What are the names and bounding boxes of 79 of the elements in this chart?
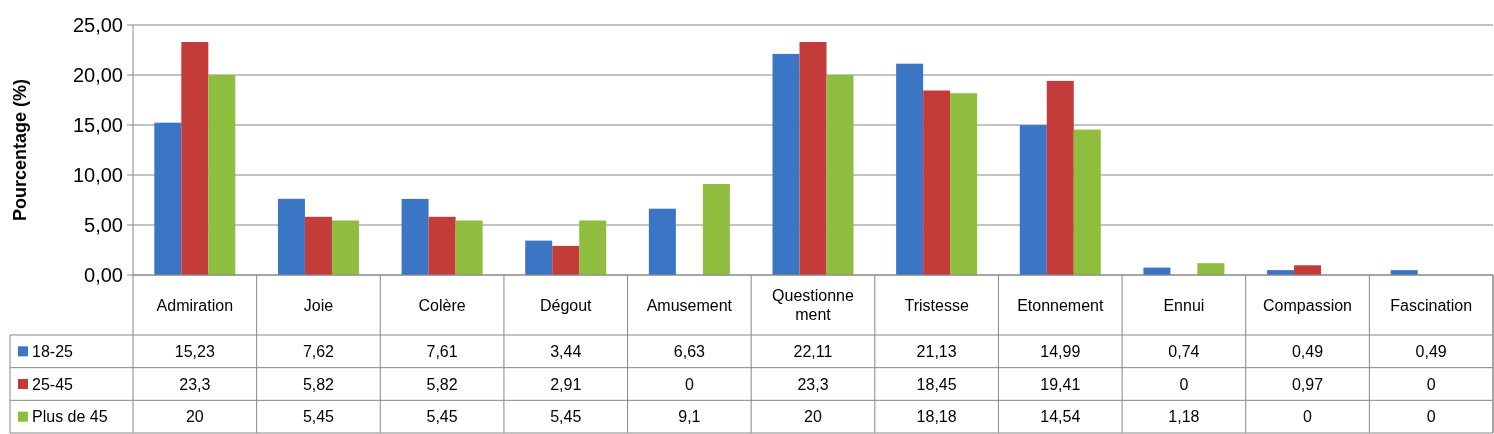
x-tick-label: Etonnement	[1017, 296, 1104, 314]
data-label: 7,62	[302, 342, 335, 360]
x-tick-label: Amusement	[646, 296, 733, 314]
x-tick-label: Dégout	[539, 296, 593, 314]
x-tick-label: Ennui	[1163, 296, 1205, 314]
bar	[950, 93, 978, 275]
y-tick-label: 25,00	[72, 14, 123, 36]
data-label: 3,44	[550, 342, 582, 360]
x-tick-label: Questionnement	[772, 287, 855, 324]
data-label: 20	[804, 408, 822, 426]
x-tick-label: Compassion	[1263, 296, 1353, 314]
data-label: 2,91	[550, 375, 582, 393]
bar	[772, 53, 800, 275]
bar	[277, 198, 305, 275]
data-label: 0	[1303, 408, 1313, 426]
bar	[826, 75, 854, 275]
legend-label: Plus de 45	[32, 408, 108, 426]
data-label: 0	[684, 375, 694, 393]
y-tick-label: 20,00	[72, 64, 123, 86]
y-tick-label: 5,00	[84, 214, 123, 236]
y-tick-label: 0,00	[84, 264, 123, 286]
data-label: 0	[1179, 375, 1189, 393]
bar	[1073, 129, 1101, 275]
data-label: 15,23	[174, 342, 215, 360]
data-label: 14,99	[1040, 342, 1081, 360]
data-label: 0	[1426, 408, 1436, 426]
data-label: 1,18	[1168, 408, 1200, 426]
y-tick-label: 10,00	[72, 164, 123, 186]
bar	[428, 216, 456, 275]
bar	[648, 208, 676, 275]
bar	[1019, 125, 1047, 275]
bar	[455, 220, 483, 275]
data-label: 14,54	[1040, 408, 1081, 426]
data-label: 5,82	[302, 375, 335, 393]
x-tick-label: Tristesse	[904, 296, 969, 314]
data-label: 22,11	[793, 342, 833, 360]
x-tick-label: Colère	[418, 296, 466, 314]
bar	[1046, 80, 1074, 275]
bar	[1197, 263, 1225, 275]
y-tick-label: 15,00	[72, 114, 123, 136]
bar	[896, 63, 924, 275]
y-axis-title: Pourcentage (%)	[10, 78, 30, 222]
legend-label: 25-45	[32, 375, 74, 393]
legend-label: 18-25	[32, 342, 74, 360]
data-label: 5,82	[426, 375, 458, 393]
data-label: 21,13	[916, 342, 957, 360]
bar	[525, 240, 553, 275]
data-label: 0,49	[1415, 342, 1447, 360]
bar	[799, 42, 827, 275]
data-label: 5,45	[426, 408, 458, 426]
bar	[304, 216, 332, 275]
data-label: 19,41	[1040, 375, 1081, 393]
x-tick-label: Admiration	[156, 296, 234, 314]
data-label: 23,3	[797, 375, 829, 393]
data-label: 20	[185, 408, 204, 426]
bar	[331, 220, 359, 275]
bar	[208, 75, 236, 275]
bar	[401, 198, 429, 275]
bar	[181, 42, 209, 275]
data-label: 0,97	[1291, 375, 1324, 393]
data-label: 18,18	[916, 408, 957, 426]
data-label: 23,3	[179, 375, 211, 393]
bar	[154, 122, 182, 275]
x-tick-label: Fascination	[1390, 296, 1473, 314]
data-label: 18,45	[916, 375, 957, 393]
data-label: 7,61	[426, 342, 458, 360]
bar	[923, 90, 951, 275]
bar	[579, 220, 607, 275]
data-label: 0,49	[1291, 342, 1324, 360]
bar	[552, 245, 580, 275]
data-label: 5,45	[302, 408, 335, 426]
data-label: 6,63	[673, 342, 706, 360]
data-label: 5,45	[550, 408, 582, 426]
bar	[702, 184, 730, 275]
data-label: 9,1	[678, 408, 701, 426]
x-tick-label: Joie	[303, 296, 334, 314]
bar	[1294, 265, 1322, 275]
data-label: 0	[1426, 375, 1436, 393]
data-label: 0,74	[1168, 342, 1200, 360]
